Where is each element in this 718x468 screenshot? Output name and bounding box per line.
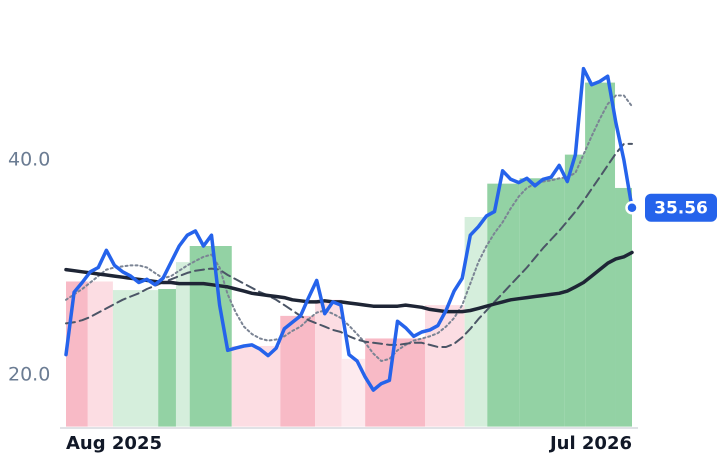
column (158, 289, 176, 427)
x-tick-label: Aug 2025 (66, 433, 162, 454)
x-tick-label: Jul 2026 (548, 433, 632, 454)
column (425, 305, 465, 427)
column (280, 315, 316, 427)
price-badge-label: 35.56 (654, 199, 708, 219)
column (615, 187, 632, 427)
line-series (64, 66, 634, 392)
column (519, 178, 565, 427)
column (112, 290, 159, 427)
last-point (625, 200, 639, 215)
price-badge (645, 193, 717, 222)
column (66, 281, 88, 427)
column (315, 299, 342, 427)
column (564, 154, 586, 427)
column (175, 262, 190, 427)
y-tick-label: 40.0 (8, 149, 50, 171)
y-tick-label: 20.0 (8, 364, 50, 386)
column (231, 345, 281, 427)
column (585, 82, 616, 427)
column (341, 358, 366, 427)
column (87, 281, 113, 427)
